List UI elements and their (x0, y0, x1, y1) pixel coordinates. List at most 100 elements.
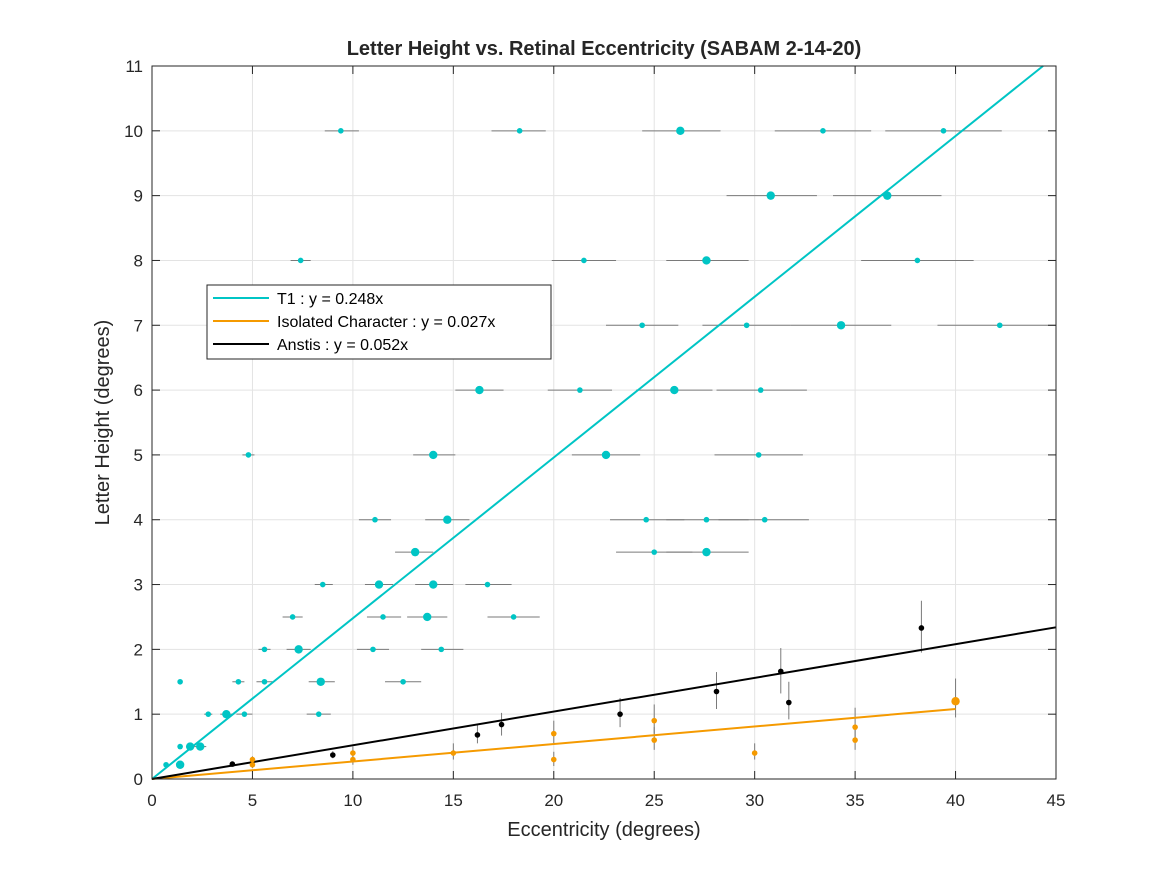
data-point-t1 (338, 128, 344, 134)
data-point-t1 (222, 709, 231, 719)
data-point-t1 (443, 515, 452, 524)
x-tick-label: 45 (1047, 791, 1066, 810)
data-point-t1 (702, 547, 711, 557)
data-point-t1 (475, 385, 484, 395)
y-axis-label: Letter Height (degrees) (92, 320, 114, 526)
data-point-anstis (617, 711, 623, 717)
data-point-t1 (510, 614, 517, 620)
fit-line-anstis (151, 626, 1057, 780)
y-tick-label: 0 (134, 770, 143, 789)
data-point-t1 (177, 743, 183, 750)
data-point-anstis (498, 721, 505, 728)
data-point-t1 (761, 516, 768, 523)
data-point-t1 (205, 711, 212, 717)
data-point-anstis (786, 699, 792, 706)
data-point-t1 (702, 256, 711, 265)
data-point-t1 (163, 761, 169, 768)
data-point-t1 (319, 581, 326, 588)
data-point-isolated-character (651, 717, 658, 724)
data-point-anstis (330, 752, 336, 758)
data-point-t1 (639, 322, 645, 329)
data-point-isolated-character (651, 737, 658, 743)
data-point-t1 (297, 257, 304, 264)
data-point-t1 (400, 678, 406, 685)
x-tick-label: 0 (147, 791, 156, 810)
y-tick-label: 5 (134, 446, 143, 465)
data-point-isolated-character (450, 750, 457, 756)
legend: T1 : y = 0.248x Isolated Character : y =… (206, 284, 552, 360)
data-point-t1 (380, 614, 386, 620)
legend-entry-anstis: Anstis : y = 0.052x (277, 337, 408, 354)
y-tick-label: 10 (124, 122, 143, 141)
y-tick-label: 3 (134, 576, 143, 595)
plot-frame (151, 65, 1057, 780)
data-point-t1 (423, 612, 432, 622)
data-point-t1 (820, 128, 826, 134)
fit-line-t1 (151, 65, 1044, 780)
x-tick-label: 35 (846, 791, 865, 810)
data-point-t1 (196, 742, 205, 751)
data-point-t1 (643, 516, 649, 523)
data-point-t1 (484, 581, 491, 588)
x-tick-label: 25 (645, 791, 664, 810)
data-point-isolated-character (249, 761, 256, 768)
chart-title: Letter Height vs. Retinal Eccentricity (… (347, 38, 862, 60)
data-point-isolated-character (550, 730, 557, 737)
data-points (163, 126, 1003, 769)
data-point-t1 (883, 191, 892, 200)
data-point-isolated-character (852, 724, 858, 730)
data-point-t1 (429, 450, 438, 460)
y-ticks: 0 1 2 3 4 5 6 7 8 9 10 11 (124, 57, 1056, 789)
y-tick-label: 1 (134, 705, 143, 724)
data-point-t1 (601, 450, 611, 460)
y-tick-label: 11 (125, 57, 143, 76)
data-point-anstis (777, 668, 784, 675)
data-point-t1 (651, 549, 658, 555)
data-point-isolated-character (350, 750, 356, 756)
data-point-isolated-character (350, 756, 356, 763)
data-point-t1 (316, 677, 325, 686)
data-point-t1 (996, 322, 1003, 329)
data-point-anstis (918, 625, 925, 631)
data-point-t1 (177, 678, 183, 685)
data-point-t1 (289, 614, 296, 620)
y-tick-label: 2 (134, 640, 143, 659)
data-point-isolated-character (951, 697, 960, 706)
data-point-t1 (372, 516, 378, 523)
data-point-anstis (713, 688, 720, 695)
data-point-t1 (836, 321, 846, 330)
data-point-t1 (294, 645, 303, 654)
data-point-t1 (429, 580, 438, 589)
data-point-t1 (315, 711, 322, 717)
y-tick-label: 9 (134, 187, 143, 206)
legend-entry-t1: T1 : y = 0.248x (277, 291, 383, 308)
data-point-t1 (370, 646, 376, 653)
y-tick-label: 8 (134, 251, 143, 270)
data-point-t1 (940, 128, 947, 134)
data-point-t1 (757, 387, 764, 393)
data-point-anstis (229, 761, 236, 767)
data-point-isolated-character (852, 737, 858, 743)
x-tick-label: 5 (248, 791, 257, 810)
data-point-t1 (175, 760, 185, 769)
data-point-t1 (743, 322, 750, 329)
y-tick-label: 7 (134, 316, 143, 335)
fit-lines (151, 65, 1057, 780)
x-axis-label: Eccentricity (degrees) (507, 819, 700, 841)
data-point-t1 (241, 711, 248, 717)
fit-line-isolated-character (151, 708, 956, 780)
data-point-t1 (374, 580, 384, 589)
x-tick-label: 15 (444, 791, 463, 810)
data-point-t1 (914, 257, 921, 264)
x-tick-label: 10 (343, 791, 362, 810)
data-point-isolated-character (249, 756, 256, 763)
x-tick-label: 40 (946, 791, 965, 810)
data-point-t1 (755, 452, 762, 458)
data-point-t1 (577, 387, 583, 393)
y-tick-label: 6 (134, 381, 143, 400)
data-point-t1 (670, 385, 679, 395)
data-point-t1 (410, 547, 420, 557)
x-tick-label: 20 (544, 791, 563, 810)
data-point-t1 (766, 191, 775, 200)
